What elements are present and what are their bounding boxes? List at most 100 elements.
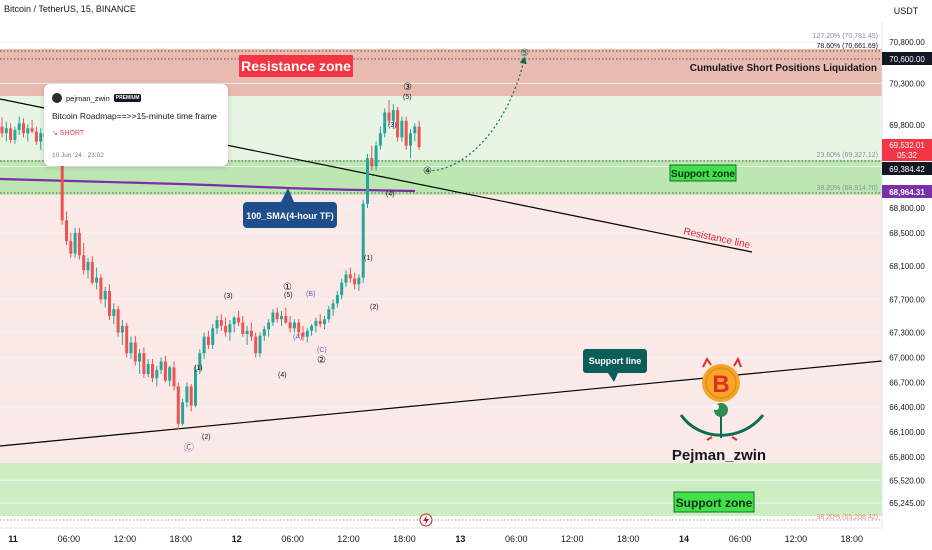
wave-label: (C) [317,347,327,354]
x-tick-label: 18:00 [393,534,416,544]
candle-body [284,315,288,323]
candle [271,309,275,326]
candle [95,267,99,290]
candle [211,324,215,350]
candle-body [176,386,180,424]
candle-body [249,330,253,337]
y-tick-label: 66,700.00 [889,378,925,387]
candle [301,325,305,341]
candle-body [387,112,391,121]
candle [245,325,249,345]
candle [297,319,301,337]
idea-title[interactable]: Bitcoin Roadmap==>>15-minute time frame [52,111,217,121]
candle-body [361,203,365,278]
candle [353,272,357,290]
candle-body [232,317,236,325]
candle [206,330,210,350]
candle-body [327,309,331,320]
y-tick-label: 68,100.00 [889,262,925,271]
support-line-callout: Support line [583,349,647,382]
candle [151,359,154,383]
sma-value-badge [882,185,932,198]
candles [0,100,421,430]
candle [280,310,283,326]
candle-body [9,128,13,140]
candle [116,305,120,337]
currency-label[interactable]: USDT [893,6,919,16]
candle-body [73,232,77,254]
candle-body [129,342,133,354]
candle-body [185,386,189,403]
candle [370,145,374,171]
candle [172,361,176,391]
candle [0,117,4,138]
candle [275,307,279,323]
x-tick-label: 14 [679,534,689,544]
candle [125,322,129,358]
candle [202,332,206,360]
idea-card[interactable]: pejman_zwin PREMIUM Bitcoin Roadmap==>>1… [44,84,228,166]
author-name[interactable]: pejman_zwin [66,93,110,103]
y-tick-label: 67,000.00 [889,353,925,362]
wave-label-circled: ④ [423,166,432,177]
candle-body [198,353,202,370]
candle-body [39,133,43,142]
flash-icon[interactable] [419,513,433,527]
candle [262,325,266,341]
fib-label-786: 78.60% (70,661.69) [817,43,879,50]
candle-body [194,369,197,406]
candle-body [271,312,275,323]
candle-body [258,335,262,354]
last-price-badge [882,139,932,161]
candle [237,310,240,326]
candle [366,154,369,208]
x-tick-label: 06:00 [505,534,528,544]
brand-logo: B Pejman_zwin [672,356,766,464]
wave-labels-circled: ③ ⑤ ④ ① ② Ⓒ [184,48,529,454]
candle [13,126,17,145]
wave-label: (4) [386,191,395,198]
candle [318,314,322,328]
candle [4,121,8,142]
fib-label-127: 127.20% (70,781.45) [813,33,878,40]
price-axis[interactable]: 70,800.0070,300.0069,800.0069,300.0068,8… [881,22,932,528]
candle-body [163,361,167,381]
time-axis[interactable]: 11 06:00 12:00 18:00 12 06:00 12:00 18:00 13 06:0… [0,527,932,550]
cumulative-liquidation-label: Cumulative Short Positions Liquidation [690,63,877,74]
candle [224,317,228,337]
candle-body [13,129,17,140]
x-tick-label: 18:00 [841,534,864,544]
candle-body [77,232,81,256]
candle [138,349,142,374]
premium-badge: PREMIUM [113,94,142,102]
svg-text:Support line: Support line [589,356,642,366]
candle [400,116,404,142]
candle-body [34,131,38,142]
sma-100-line [0,177,416,193]
wave-label: (A) [293,334,302,341]
candle-body [103,290,107,300]
price-badge-70600-text: 70,600.00 [889,55,925,64]
fib-label-236: 23.60% (69,327.12) [817,152,879,159]
candle-body [254,336,258,354]
x-tick-label: 12:00 [337,534,360,544]
candle-body [413,126,417,134]
sma-callout: 100_SMA(4-hour TF) [243,188,337,228]
candle-body [142,353,146,374]
candle-body [133,342,137,362]
projection-path [427,56,527,172]
candle-body [26,128,30,134]
candle [219,314,223,331]
candle-body [288,322,292,329]
candle [413,123,417,142]
candle-body [292,322,296,329]
wave-label: (1) [364,255,373,262]
candle-body [275,312,279,320]
price-badge-69384-text: 69,384.42 [889,165,925,174]
svg-text:Support zone: Support zone [671,169,735,180]
candle-body [138,353,142,362]
candle-body [366,158,369,204]
candle [254,332,258,358]
y-tick-label: 68,800.00 [889,204,925,213]
